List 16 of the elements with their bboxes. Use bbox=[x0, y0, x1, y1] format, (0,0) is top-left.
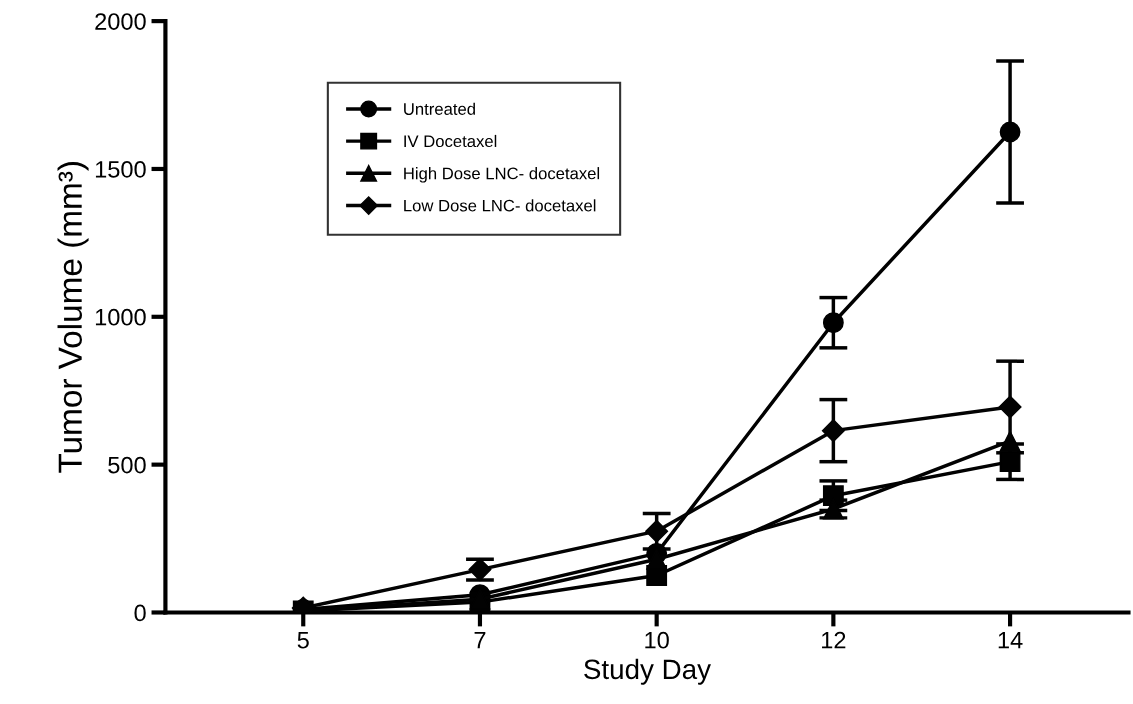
x-tick-label: 12 bbox=[822, 631, 846, 649]
y-tick-label: 2000 bbox=[95, 13, 146, 30]
y-tick-label: 0 bbox=[134, 604, 146, 622]
y-tick-label: 1500 bbox=[95, 161, 146, 178]
y-tick-label: 500 bbox=[108, 456, 146, 474]
x-axis-title: Study Day bbox=[584, 658, 711, 685]
legend-label: IV Docetaxel bbox=[404, 134, 497, 148]
y-tick-label: 1000 bbox=[95, 308, 146, 326]
legend-label: Untreated bbox=[404, 102, 475, 115]
x-tick-label: 5 bbox=[297, 632, 309, 649]
legend-label: Low Dose LNC- docetaxel bbox=[404, 199, 596, 212]
x-tick-label: 7 bbox=[474, 632, 486, 649]
x-tick-label: 10 bbox=[645, 631, 669, 649]
x-tick-label: 14 bbox=[998, 632, 1023, 649]
y-axis-title: Tumor Volume (mm³) bbox=[57, 162, 89, 473]
legend-label: High Dose LNC- docetaxel bbox=[404, 167, 600, 183]
